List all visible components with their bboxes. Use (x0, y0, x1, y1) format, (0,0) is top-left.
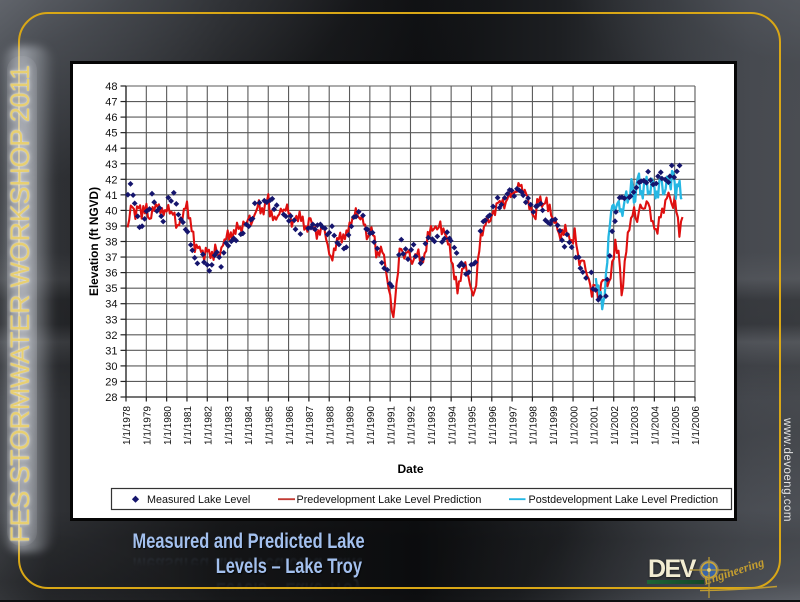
svg-text:Elevation (ft NGVD): Elevation (ft NGVD) (89, 187, 101, 296)
svg-text:Postdevelopment Lake Level Pre: Postdevelopment Lake Level Prediction (529, 494, 719, 506)
svg-text:1/1/1997: 1/1/1997 (507, 406, 519, 445)
svg-text:1/1/2003: 1/1/2003 (629, 406, 641, 445)
svg-text:1/1/1982: 1/1/1982 (202, 406, 214, 445)
svg-text:1/1/1989: 1/1/1989 (345, 406, 357, 445)
svg-text:1/1/1999: 1/1/1999 (548, 406, 560, 445)
svg-text:48: 48 (105, 81, 117, 93)
svg-text:38: 38 (105, 237, 117, 249)
svg-text:1/1/1980: 1/1/1980 (162, 406, 174, 445)
svg-text:1/1/2001: 1/1/2001 (589, 406, 601, 445)
svg-text:36: 36 (105, 268, 117, 280)
svg-text:1/1/1984: 1/1/1984 (243, 406, 255, 445)
svg-text:32: 32 (105, 330, 117, 342)
svg-text:1/1/1992: 1/1/1992 (406, 406, 418, 445)
svg-text:41: 41 (105, 190, 117, 202)
svg-text:Measured Lake Level: Measured Lake Level (147, 494, 250, 506)
svg-text:45: 45 (105, 128, 117, 140)
svg-text:44: 44 (105, 143, 117, 155)
svg-text:1/1/1985: 1/1/1985 (263, 406, 275, 445)
svg-text:1/1/2000: 1/1/2000 (568, 406, 580, 445)
svg-text:29: 29 (105, 376, 117, 388)
svg-text:Engineering: Engineering (701, 555, 766, 588)
svg-text:39: 39 (105, 221, 117, 233)
svg-text:Date: Date (397, 462, 423, 476)
svg-text:1/1/1991: 1/1/1991 (385, 406, 397, 445)
svg-text:46: 46 (105, 112, 117, 124)
svg-text:1/1/2002: 1/1/2002 (609, 406, 621, 445)
svg-text:1/1/1986: 1/1/1986 (284, 406, 296, 445)
svg-text:1/1/1987: 1/1/1987 (304, 406, 316, 445)
svg-text:37: 37 (105, 252, 117, 264)
svg-text:1/1/1990: 1/1/1990 (365, 406, 377, 445)
svg-text:30: 30 (105, 361, 117, 373)
svg-text:40: 40 (105, 205, 117, 217)
svg-text:42: 42 (105, 174, 117, 186)
svg-text:1/1/2004: 1/1/2004 (650, 406, 662, 445)
svg-text:1/1/2006: 1/1/2006 (690, 406, 702, 445)
svg-text:1/1/1979: 1/1/1979 (142, 406, 154, 445)
svg-text:35: 35 (105, 283, 117, 295)
svg-text:1/1/1996: 1/1/1996 (487, 406, 499, 445)
svg-text:34: 34 (105, 299, 117, 311)
svg-text:1/1/2005: 1/1/2005 (670, 406, 682, 445)
svg-text:1/1/1978: 1/1/1978 (121, 406, 133, 445)
svg-text:33: 33 (105, 314, 117, 326)
svg-text:1/1/1981: 1/1/1981 (182, 406, 194, 445)
svg-text:1/1/1983: 1/1/1983 (223, 406, 235, 445)
svg-text:Predevelopment Lake Level Pred: Predevelopment Lake Level Prediction (297, 494, 482, 506)
svg-text:1/1/1988: 1/1/1988 (324, 406, 336, 445)
svg-text:1/1/1993: 1/1/1993 (426, 406, 438, 445)
svg-text:1/1/1994: 1/1/1994 (446, 406, 458, 445)
svg-text:28: 28 (105, 392, 117, 404)
svg-text:1/1/1998: 1/1/1998 (528, 406, 540, 445)
svg-text:1/1/1995: 1/1/1995 (467, 406, 479, 445)
svg-text:47: 47 (105, 97, 117, 109)
svg-text:43: 43 (105, 159, 117, 171)
svg-text:31: 31 (105, 345, 117, 357)
